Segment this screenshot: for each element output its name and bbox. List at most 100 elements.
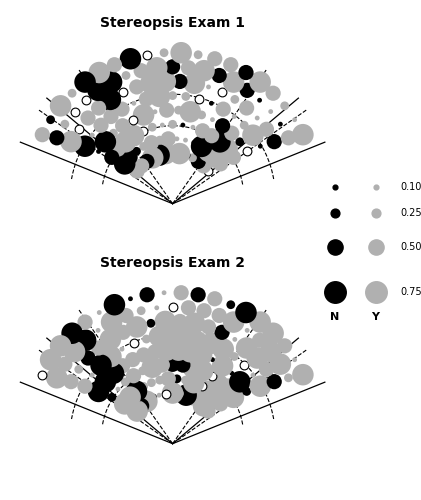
Title: Stereopsis Exam 1: Stereopsis Exam 1: [100, 16, 245, 30]
Point: [291, 116, 298, 124]
Point: [218, 88, 225, 96]
Point: [232, 96, 238, 104]
Point: [109, 394, 115, 402]
Point: [228, 129, 235, 137]
Point: [133, 388, 140, 396]
Point: [232, 336, 238, 344]
Point: [95, 104, 102, 112]
Point: [179, 121, 186, 129]
Point: [230, 318, 237, 326]
Point: [115, 385, 121, 393]
Point: [198, 382, 205, 390]
Point: [179, 361, 186, 369]
Point: [108, 78, 115, 86]
Point: [82, 78, 88, 86]
Point: [159, 361, 166, 369]
Point: [191, 80, 198, 88]
Point: [205, 167, 211, 175]
Point: [291, 356, 298, 364]
Point: [231, 352, 237, 360]
Point: [159, 121, 166, 129]
Point: [169, 360, 176, 368]
Point: [163, 106, 170, 114]
Point: [153, 64, 160, 72]
Point: [228, 369, 235, 377]
Point: [156, 136, 163, 144]
Point: [257, 318, 264, 326]
Point: [138, 162, 145, 170]
Point: [148, 378, 155, 386]
Point: [205, 83, 212, 91]
Point: [169, 389, 176, 397]
Point: [61, 360, 68, 368]
Point: [195, 335, 202, 343]
Point: [109, 154, 115, 162]
Point: [133, 148, 140, 156]
Point: [195, 95, 202, 103]
Point: [195, 158, 202, 166]
Point: [198, 142, 205, 150]
Point: [61, 120, 68, 128]
Point: [183, 391, 189, 399]
Point: [138, 306, 144, 314]
Point: [271, 138, 277, 145]
Point: [95, 388, 102, 396]
Point: [198, 111, 205, 119]
Point: [178, 48, 184, 56]
Point: [140, 111, 147, 119]
Point: [149, 154, 156, 162]
Point: [217, 160, 224, 168]
Point: [107, 336, 114, 344]
Point: [227, 300, 234, 308]
Point: [156, 391, 163, 399]
Point: [148, 138, 155, 146]
Point: [182, 332, 189, 340]
Point: [277, 360, 284, 368]
Point: [211, 55, 218, 63]
Point: [139, 367, 146, 375]
Point: [53, 374, 60, 382]
Point: [95, 326, 101, 334]
Point: [254, 114, 261, 122]
Point: [68, 378, 75, 386]
Point: [68, 138, 75, 145]
Point: [190, 378, 197, 386]
Point: [208, 340, 215, 347]
Point: [189, 363, 196, 371]
Text: 0.25: 0.25: [401, 208, 421, 218]
Point: [212, 393, 218, 401]
Point: [71, 348, 78, 356]
Point: [115, 145, 121, 153]
Point: [140, 351, 147, 359]
Point: [200, 162, 207, 170]
Point: [144, 51, 150, 59]
Point: [189, 394, 196, 402]
Point: [263, 366, 270, 374]
Point: [237, 138, 243, 146]
Point: [218, 328, 225, 336]
Point: [82, 96, 89, 104]
Point: [270, 89, 277, 97]
Point: [243, 388, 250, 396]
Point: [153, 304, 160, 312]
Point: [110, 129, 117, 137]
Point: [281, 342, 288, 350]
Point: [190, 138, 197, 146]
Point: [219, 122, 226, 130]
Point: [277, 120, 284, 128]
Point: [205, 148, 212, 156]
Point: [98, 121, 104, 129]
Point: [53, 134, 60, 142]
Point: [195, 51, 202, 59]
Point: [163, 346, 170, 354]
Point: [299, 370, 306, 378]
Point: [199, 367, 206, 375]
Point: [216, 72, 223, 80]
Point: [47, 356, 54, 364]
Point: [205, 323, 212, 331]
Point: [267, 108, 274, 116]
Point: [211, 295, 218, 303]
Point: [129, 116, 136, 124]
Point: [96, 68, 103, 76]
Point: [162, 318, 169, 326]
